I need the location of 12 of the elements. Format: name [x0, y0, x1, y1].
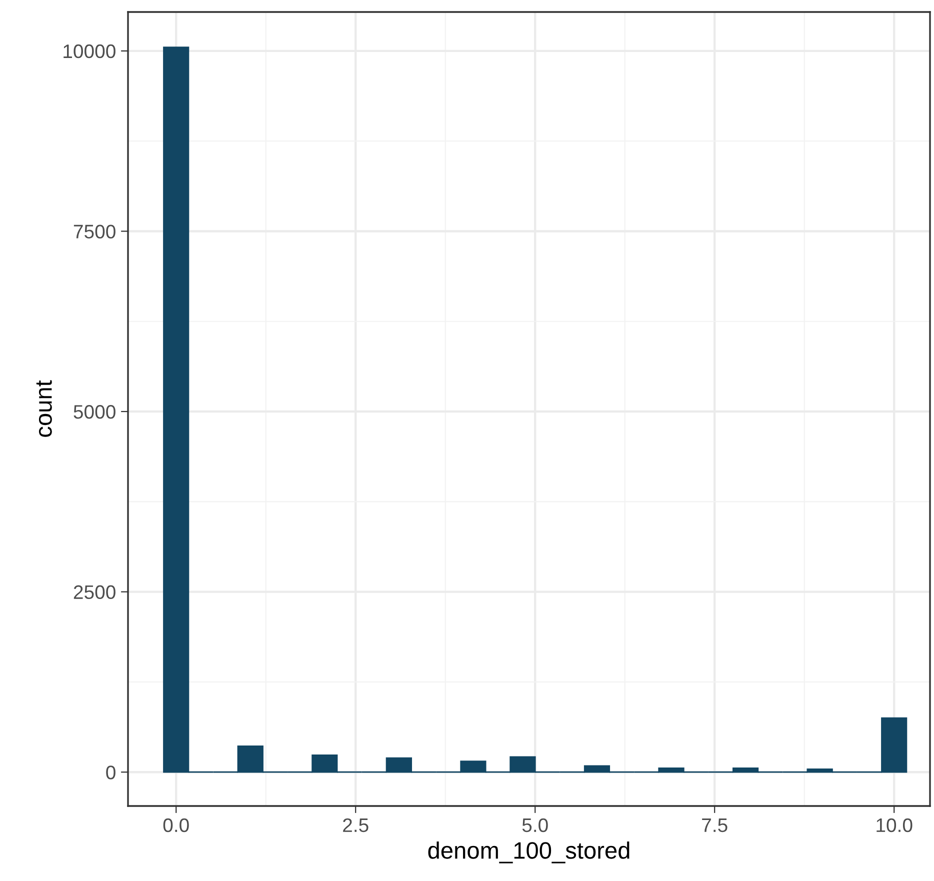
- y-axis-title: count: [36, 380, 52, 437]
- y-tick-label: 7500: [74, 224, 116, 238]
- x-tick-label: 10.0: [876, 818, 912, 832]
- y-tick-label: 0: [106, 766, 116, 780]
- x-tick-label: 2.5: [343, 818, 368, 832]
- x-tick-label: 7.5: [702, 818, 728, 832]
- x-tick-label: 0.0: [163, 818, 189, 832]
- y-tick-label: 5000: [74, 404, 116, 419]
- x-tick-label: 5.0: [522, 818, 548, 832]
- y-tick-label: 10000: [64, 44, 116, 58]
- y-tick-label: 2500: [74, 585, 116, 600]
- x-axis-title: denom_100_stored: [428, 841, 630, 864]
